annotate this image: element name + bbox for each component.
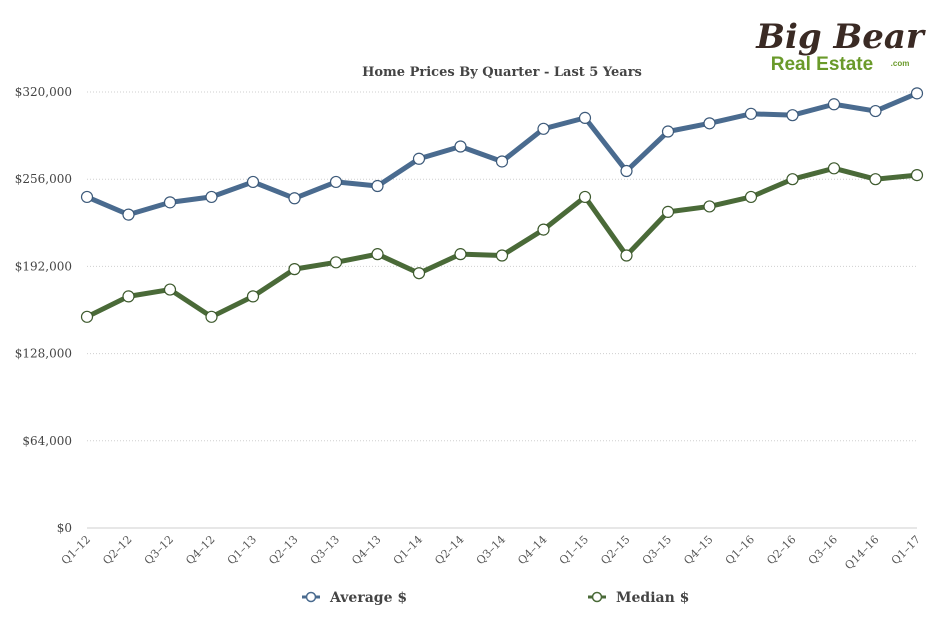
x-tick-label: Q3–14 bbox=[474, 533, 508, 567]
x-tick-label: Q2–12 bbox=[100, 533, 134, 567]
logo-line1: Big Bear bbox=[755, 17, 926, 57]
x-tick-label: Q3–12 bbox=[142, 533, 176, 567]
data-point[interactable] bbox=[537, 122, 550, 135]
x-tick-label: Q4–15 bbox=[681, 533, 715, 567]
x-tick-label: Q3–13 bbox=[308, 533, 342, 567]
data-point[interactable] bbox=[246, 175, 260, 189]
data-point[interactable] bbox=[495, 249, 509, 262]
x-tick-label: Q2–15 bbox=[598, 533, 632, 567]
x-tick-label: Q2–13 bbox=[266, 533, 300, 567]
logo-line2: Real Estate bbox=[771, 54, 873, 75]
data-point[interactable] bbox=[786, 173, 799, 186]
data-point[interactable] bbox=[703, 117, 716, 130]
x-tick-label: Q1–14 bbox=[391, 533, 425, 567]
data-point[interactable] bbox=[122, 290, 135, 303]
data-point[interactable] bbox=[910, 87, 924, 100]
x-tick-label: Q3–15 bbox=[640, 533, 674, 567]
data-point[interactable] bbox=[578, 190, 592, 204]
x-tick-label: Q14–16 bbox=[842, 533, 881, 572]
data-point[interactable] bbox=[80, 310, 94, 323]
data-point[interactable] bbox=[869, 173, 882, 186]
legend: Average $ Median $ bbox=[302, 590, 689, 606]
data-point[interactable] bbox=[163, 283, 177, 296]
chart-title: Home Prices By Quarter - Last 5 Years bbox=[362, 65, 642, 80]
data-point[interactable] bbox=[329, 175, 343, 189]
data-point[interactable] bbox=[578, 111, 592, 124]
data-point[interactable] bbox=[412, 267, 426, 280]
data-point[interactable] bbox=[288, 263, 301, 276]
y-tick-label: $128,000 bbox=[15, 347, 72, 361]
legend-marker-average bbox=[305, 591, 317, 603]
data-point[interactable] bbox=[910, 169, 924, 182]
x-tick-label: Q1–15 bbox=[557, 533, 591, 567]
big-bear-logo: Big Bear Real Estate .com bbox=[755, 17, 926, 75]
data-point[interactable] bbox=[869, 104, 882, 118]
y-tick-label: $0 bbox=[57, 521, 72, 535]
data-point[interactable] bbox=[246, 290, 260, 303]
data-point[interactable] bbox=[827, 98, 841, 111]
data-point[interactable] bbox=[454, 140, 467, 153]
grid-layer bbox=[87, 91, 917, 529]
y-tick-label: $320,000 bbox=[15, 85, 72, 99]
data-point[interactable] bbox=[454, 248, 467, 261]
x-tick-label: Q4–12 bbox=[183, 533, 217, 567]
series-line bbox=[84, 165, 920, 320]
data-point[interactable] bbox=[205, 190, 218, 204]
series-layer bbox=[80, 87, 924, 323]
data-point[interactable] bbox=[288, 192, 301, 205]
legend-label-average: Average $ bbox=[329, 590, 407, 606]
data-point[interactable] bbox=[827, 162, 841, 175]
data-point[interactable] bbox=[495, 155, 509, 168]
x-tick-label: Q1–12 bbox=[59, 533, 93, 567]
data-point[interactable] bbox=[744, 190, 758, 204]
data-point[interactable] bbox=[205, 310, 218, 323]
x-axis-tick-labels: Q1–12 Q2–12 Q3–12 Q4–12 Q1–13 Q2–13 Q3–13 Q4–13… bbox=[59, 533, 923, 572]
legend-marker-median bbox=[591, 591, 603, 603]
x-tick-label: Q1–13 bbox=[225, 533, 259, 567]
data-point[interactable] bbox=[80, 190, 94, 204]
data-point[interactable] bbox=[371, 179, 384, 193]
legend-item-average[interactable]: Average $ bbox=[302, 590, 407, 606]
x-tick-label: Q1–16 bbox=[723, 533, 757, 567]
data-point[interactable] bbox=[620, 164, 633, 178]
data-point[interactable] bbox=[703, 200, 716, 213]
data-point[interactable] bbox=[661, 125, 675, 138]
x-tick-label: Q4–14 bbox=[515, 533, 549, 567]
series-median bbox=[80, 162, 924, 323]
data-point[interactable] bbox=[329, 256, 343, 269]
data-point[interactable] bbox=[661, 205, 675, 218]
y-tick-label: $192,000 bbox=[15, 259, 72, 273]
y-tick-label: $256,000 bbox=[15, 172, 72, 186]
data-point[interactable] bbox=[122, 208, 135, 221]
series-average bbox=[80, 87, 924, 221]
y-tick-label: $64,000 bbox=[22, 434, 72, 448]
x-tick-label: Q2–14 bbox=[432, 533, 466, 567]
logo-suffix: .com bbox=[891, 59, 910, 68]
y-axis-tick-labels: $0 $64,000 $128,000 $192,000 $256,000 $320,00… bbox=[15, 85, 72, 535]
data-point[interactable] bbox=[371, 248, 384, 261]
data-point[interactable] bbox=[412, 152, 426, 165]
legend-label-median: Median $ bbox=[616, 590, 689, 606]
data-point[interactable] bbox=[786, 109, 799, 122]
legend-item-median[interactable]: Median $ bbox=[588, 590, 689, 606]
data-point[interactable] bbox=[744, 107, 758, 120]
x-tick-label: Q1–17 bbox=[889, 533, 923, 567]
x-tick-label: Q3–16 bbox=[806, 533, 840, 567]
x-tick-label: Q4–13 bbox=[349, 533, 383, 567]
x-tick-label: Q2–16 bbox=[764, 533, 798, 567]
data-point[interactable] bbox=[163, 196, 177, 209]
data-point[interactable] bbox=[537, 223, 550, 236]
data-point[interactable] bbox=[620, 249, 633, 262]
